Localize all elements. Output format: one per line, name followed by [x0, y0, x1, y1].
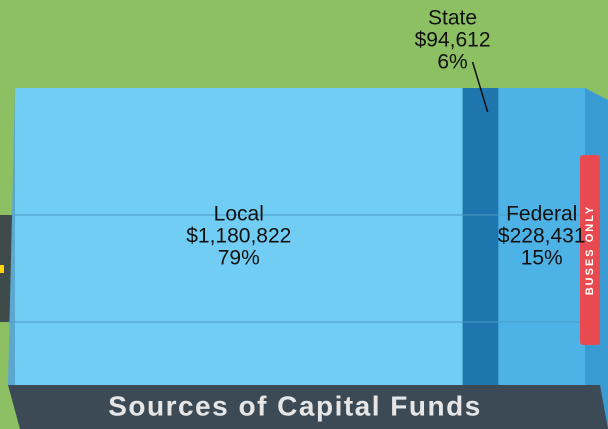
- chart-title: Sources of Capital Funds: [108, 390, 482, 421]
- value-label: $94,612: [415, 29, 491, 52]
- share-label: 79%: [218, 247, 260, 270]
- value-label: $1,180,822: [186, 225, 291, 248]
- share-label: 6%: [437, 51, 467, 74]
- sign-text: BUSES ONLY: [584, 205, 596, 296]
- bar-segment: [463, 88, 499, 385]
- share-label: 15%: [521, 247, 563, 270]
- segment-name: Federal: [506, 203, 577, 226]
- segment-name: Local: [214, 203, 264, 226]
- value-label: $228,431: [498, 225, 586, 248]
- chart: BUSES ONLY Sources of Capital Funds Loca…: [0, 0, 608, 429]
- segment-name: State: [428, 7, 477, 30]
